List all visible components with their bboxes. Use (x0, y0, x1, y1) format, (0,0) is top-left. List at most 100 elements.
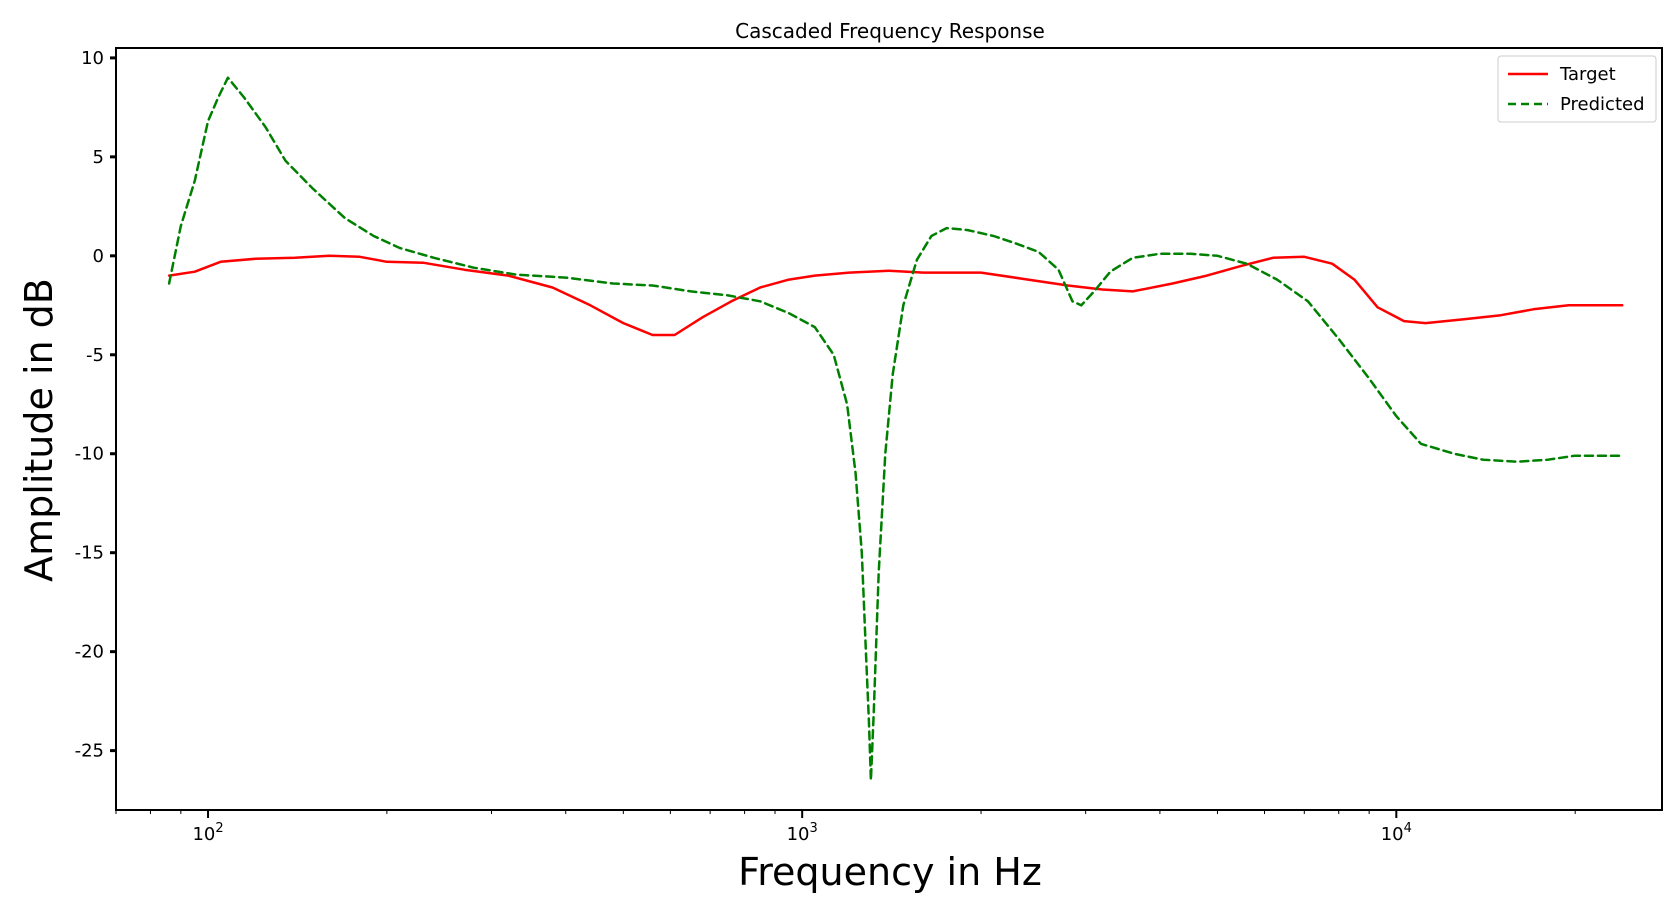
data-point (1307, 300, 1309, 302)
series-line-predicted (167, 76, 1624, 782)
x-tick-exponent: 3 (809, 821, 817, 836)
data-point (507, 274, 509, 276)
data-point (1132, 290, 1134, 292)
data-point (854, 472, 856, 474)
y-tick-label: 5 (93, 147, 104, 168)
data-point (1574, 455, 1576, 457)
data-point (551, 286, 553, 288)
data-point (1206, 274, 1208, 276)
x-tick-base: 10 (1381, 824, 1404, 845)
data-point (1159, 253, 1161, 255)
data-point (433, 257, 435, 259)
series-target (167, 254, 1624, 337)
y-tick-label: -25 (75, 741, 104, 762)
data-point (1403, 320, 1405, 322)
data-point (878, 571, 880, 573)
data-point (264, 126, 266, 128)
data-point (243, 96, 245, 98)
data-point (1241, 265, 1243, 267)
data-point (1109, 271, 1111, 273)
y-axis-label: Amplitude in dB (17, 278, 61, 582)
data-point (622, 322, 624, 324)
data-point (1171, 282, 1173, 284)
x-axis: 102 103 104 (115, 810, 1576, 845)
data-point (515, 273, 517, 275)
data-point (865, 651, 867, 653)
data-point (673, 334, 675, 336)
data-point (868, 720, 870, 722)
y-tick-label: -20 (75, 642, 104, 663)
data-point (892, 373, 894, 375)
y-tick-label: -10 (75, 444, 104, 465)
x-tick-label: 103 (787, 821, 818, 845)
data-point (1037, 251, 1039, 253)
data-point (727, 294, 729, 296)
data-point (888, 270, 890, 272)
legend-label-target: Target (1559, 64, 1616, 85)
data-point (1621, 455, 1623, 457)
data-point (422, 262, 424, 264)
data-point (651, 334, 653, 336)
data-point (1420, 443, 1422, 445)
data-point (759, 300, 761, 302)
y-tick-label: 0 (93, 246, 104, 267)
legend-label-predicted: Predicted (1560, 94, 1645, 115)
data-point (1500, 314, 1502, 316)
data-point (1621, 304, 1623, 306)
x-tick-base: 10 (192, 824, 215, 845)
data-point (848, 271, 850, 273)
data-point (1080, 304, 1082, 306)
data-point (1424, 322, 1426, 324)
data-point (945, 227, 947, 229)
data-point (788, 278, 790, 280)
data-point (1395, 415, 1397, 417)
data-point (1093, 290, 1095, 292)
data-point (207, 120, 209, 122)
data-point (702, 316, 704, 318)
y-axis: 10 5 0 -5 -10 -15 -20 -25 (75, 48, 116, 762)
series-layer (167, 76, 1624, 782)
data-point (473, 267, 475, 269)
data-point (846, 403, 848, 405)
data-point (1303, 256, 1305, 258)
data-point (1276, 278, 1278, 280)
series-predicted (167, 76, 1624, 782)
data-point (861, 552, 863, 554)
data-point (373, 235, 375, 237)
data-point (814, 274, 816, 276)
data-point (1071, 300, 1073, 302)
y-tick-label: -15 (75, 543, 104, 564)
data-point (1331, 263, 1333, 265)
data-point (814, 326, 816, 328)
data-point (873, 710, 875, 712)
data-point (612, 282, 614, 284)
data-point (884, 453, 886, 455)
x-tick-exponent: 4 (1404, 821, 1412, 836)
data-point (1132, 257, 1134, 259)
data-point (180, 225, 182, 227)
data-point (870, 779, 872, 781)
x-axis-label: Frequency in Hz (738, 850, 1042, 894)
data-point (1338, 338, 1340, 340)
data-point (284, 160, 286, 162)
data-point (1567, 304, 1569, 306)
data-point (1599, 304, 1601, 306)
data-point (980, 271, 982, 273)
data-point (1216, 255, 1218, 257)
x-tick-base: 10 (787, 824, 810, 845)
data-point (916, 259, 918, 261)
data-point (386, 261, 388, 263)
data-point (1057, 269, 1059, 271)
data-point (219, 261, 221, 263)
data-point (217, 96, 219, 98)
x-tick-exponent: 2 (215, 821, 223, 836)
data-point (1482, 459, 1484, 461)
y-tick-label: -5 (86, 345, 104, 366)
data-point (1189, 253, 1191, 255)
data-point (1547, 459, 1549, 461)
data-point (651, 284, 653, 286)
data-point (1272, 257, 1274, 259)
data-point (967, 229, 969, 231)
data-point (788, 312, 790, 314)
